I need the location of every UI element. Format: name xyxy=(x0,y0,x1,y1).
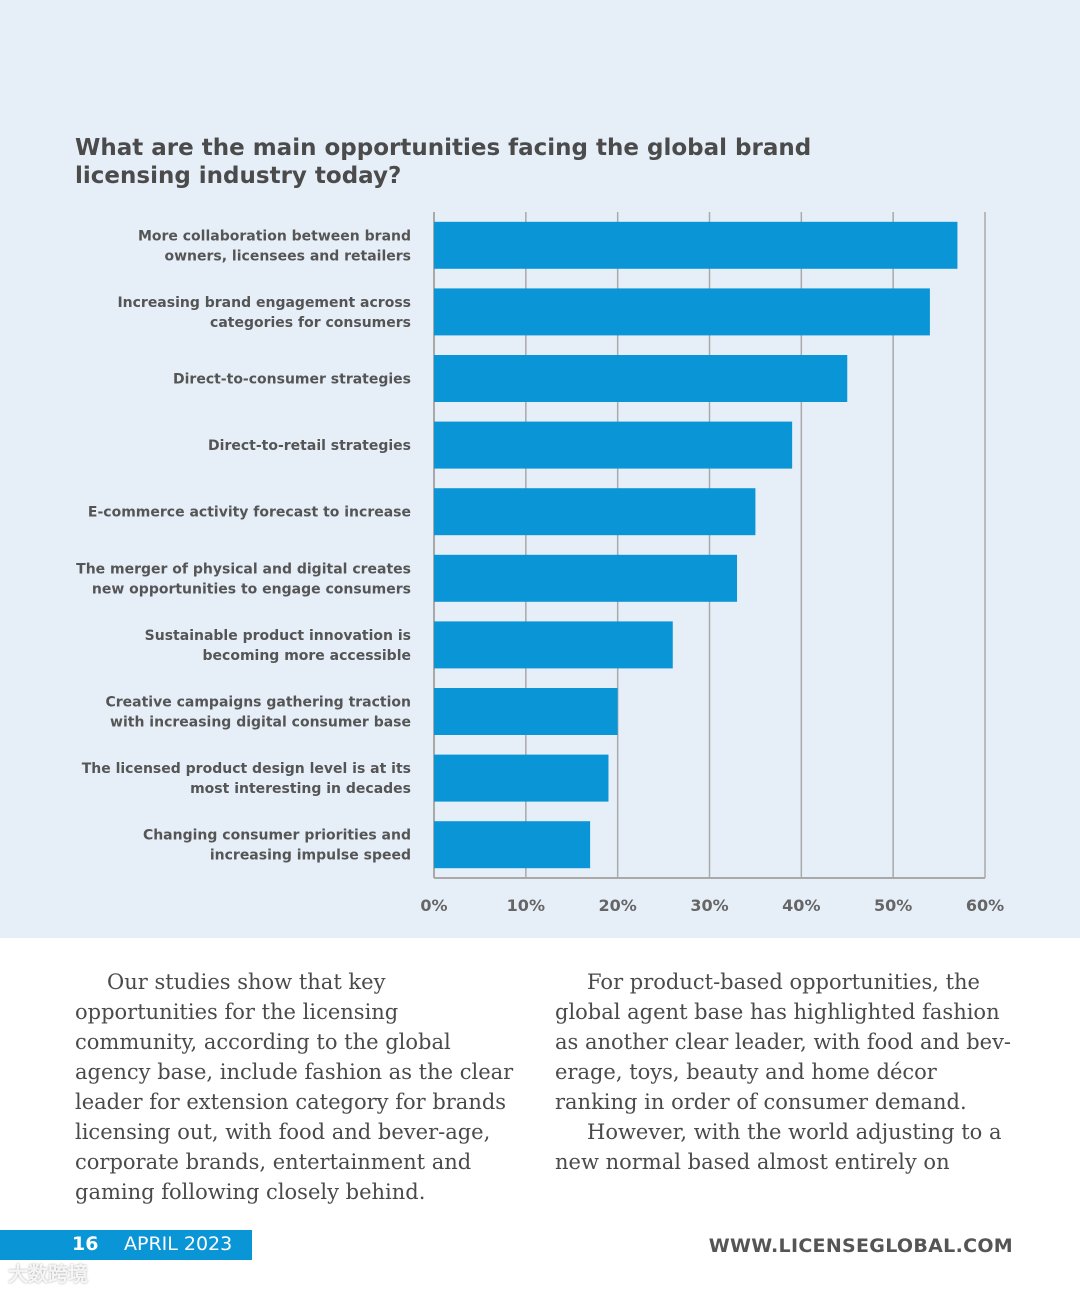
website-link[interactable]: WWW.LICENSEGLOBAL.COM xyxy=(708,1235,1013,1257)
x-tick-label: 30% xyxy=(690,896,728,915)
category-label: Sustainable product innovation is becomin… xyxy=(145,628,411,664)
category-label: The licensed product design level is at … xyxy=(82,761,411,797)
x-axis-ticks: 0% 10% 20% 30% 40% 50% 60% xyxy=(420,896,1004,915)
chart-title: What are the main opportunities facing t… xyxy=(75,135,812,189)
category-label: E-commerce activity forecast to increase xyxy=(88,505,411,521)
bar xyxy=(434,554,738,602)
body-column-left: Our studies show that key opportunities … xyxy=(75,967,525,1207)
bar xyxy=(434,421,793,469)
footer-accent-bar xyxy=(0,1230,252,1260)
category-label: The merger of physical and digital creat… xyxy=(76,561,411,597)
bar xyxy=(434,621,673,669)
x-tick-label: 60% xyxy=(966,896,1004,915)
bars xyxy=(434,221,958,869)
x-tick-label: 20% xyxy=(599,896,637,915)
x-tick-label: 0% xyxy=(420,896,447,915)
bar xyxy=(434,821,591,869)
bar xyxy=(434,488,756,536)
bar xyxy=(434,288,930,336)
category-label: Creative campaigns gathering traction wit… xyxy=(105,695,411,731)
watermark-logo: 大数跨境 xyxy=(8,1262,88,1286)
x-tick-label: 40% xyxy=(782,896,820,915)
bar xyxy=(434,355,848,402)
body-paragraph: For product-based opportunities, the glo… xyxy=(555,970,1012,1114)
category-label: Increasing brand engagement across catego… xyxy=(117,295,411,331)
category-label: Direct-to-retail strategies xyxy=(208,438,411,454)
page-number: 16 xyxy=(72,1233,99,1255)
category-label: More collaboration between brand owners, … xyxy=(138,228,411,264)
bar xyxy=(434,688,618,735)
bar xyxy=(434,221,958,269)
category-labels: More collaboration between brand owners, … xyxy=(76,228,411,863)
category-label: Direct-to-consumer strategies xyxy=(173,372,411,388)
x-tick-label: 50% xyxy=(874,896,912,915)
category-label: Changing consumer priorities and increasi… xyxy=(143,828,411,864)
bar xyxy=(434,754,609,802)
issue-date: APRIL 2023 xyxy=(124,1233,233,1255)
body-column-right: For product-based opportunities, the glo… xyxy=(555,967,1015,1177)
x-tick-label: 10% xyxy=(507,896,545,915)
body-paragraph: Our studies show that key opportunities … xyxy=(75,970,514,1204)
bar-chart: More collaboration between brand owners, … xyxy=(76,212,1004,915)
body-paragraph: However, with the world adjusting to a n… xyxy=(555,1120,1002,1174)
